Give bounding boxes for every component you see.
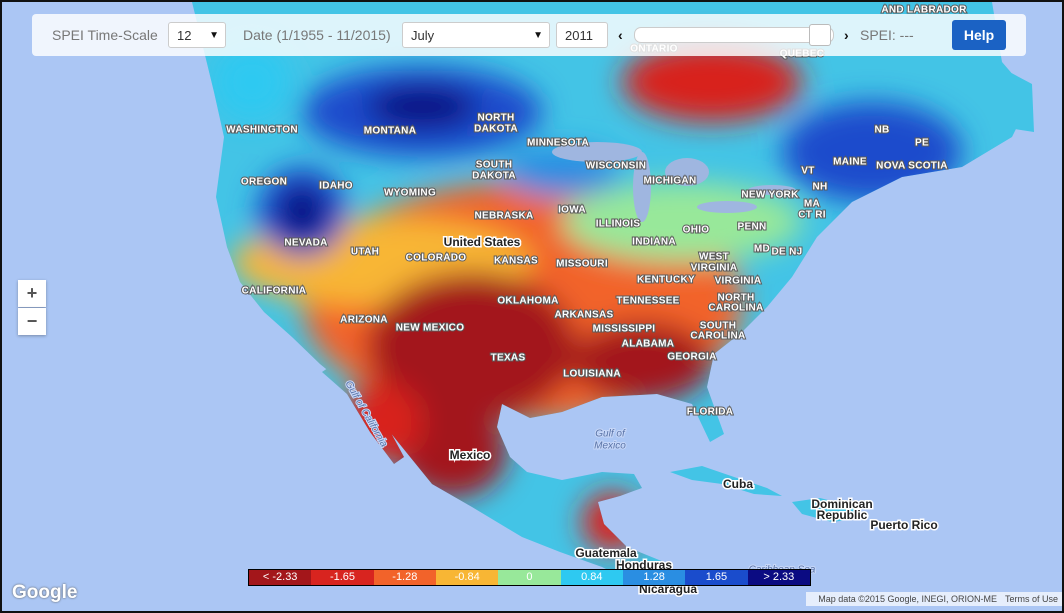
control-bar: SPEI Time-Scale 12 ▼ Date (1/1955 - 11/20… <box>32 14 1026 56</box>
state-label: KENTUCKY <box>637 275 695 286</box>
state-label: NEW YORK <box>741 190 799 201</box>
attribution-text: Map data ©2015 Google, INEGI, ORION-ME <box>818 594 997 604</box>
zoom-out[interactable]: − <box>18 308 46 335</box>
legend-swatch: -1.65 <box>311 570 374 585</box>
state-label: DAKOTA <box>474 124 518 135</box>
state-label: NH <box>812 182 827 193</box>
state-label: NB <box>874 125 889 136</box>
water-label: Gulf of <box>595 429 626 440</box>
state-label: LOUISIANA <box>563 369 621 380</box>
state-label: INDIANA <box>632 237 676 248</box>
year-value: 2011 <box>565 28 593 43</box>
legend-swatch: 0 <box>498 570 561 585</box>
state-label: NORTH <box>717 293 754 304</box>
state-label: WYOMING <box>384 188 436 199</box>
state-label: CALIFORNIA <box>242 286 307 297</box>
state-label: ARIZONA <box>340 315 388 326</box>
state-label: VT <box>801 166 814 177</box>
state-label: DAKOTA <box>472 171 516 182</box>
legend-swatch: > 2.33 <box>747 570 810 585</box>
country-label: Cuba <box>723 477 753 491</box>
state-label: OREGON <box>241 177 287 188</box>
terms-link[interactable]: Terms of Use <box>1004 594 1058 604</box>
state-label: SOUTH <box>476 160 513 171</box>
great-lakes <box>552 142 796 222</box>
legend-swatch: 1.65 <box>685 570 748 585</box>
state-label: CT RI <box>798 210 826 221</box>
state-label: NEBRASKA <box>474 211 533 222</box>
google-logo: Google <box>12 582 78 603</box>
state-label: MD <box>754 244 770 255</box>
state-label: CAROLINA <box>708 303 763 314</box>
state-label: MISSOURI <box>556 259 608 270</box>
legend-swatch: 0.84 <box>560 570 623 585</box>
date-label: Date (1/1955 - 11/2015) <box>243 27 391 43</box>
state-label: MAINE <box>833 157 867 168</box>
help-button[interactable]: Help <box>952 20 1006 50</box>
state-label: ALABAMA <box>622 339 675 350</box>
prev-button[interactable]: ‹ <box>618 27 623 43</box>
timescale-value: 12 <box>177 28 192 43</box>
state-label: OKLAHOMA <box>497 296 558 307</box>
country-label: Republic <box>817 508 868 522</box>
zoom-in[interactable]: + <box>18 280 46 307</box>
month-value: July <box>411 28 435 43</box>
state-label: MISSISSIPPI <box>593 324 656 335</box>
country-label: Dominican <box>811 497 872 511</box>
state-label: KANSAS <box>494 256 538 267</box>
state-label: ARKANSAS <box>554 310 613 321</box>
state-label: MICHIGAN <box>644 176 697 187</box>
year-slider[interactable] <box>634 24 834 46</box>
timescale-label: SPEI Time-Scale <box>52 27 158 43</box>
legend-swatch: -1.28 <box>373 570 436 585</box>
next-button[interactable]: › <box>844 27 849 43</box>
legend-swatch: < -2.33 <box>249 570 312 585</box>
legend-swatch: 1.28 <box>622 570 686 585</box>
state-label: VIRGINIA <box>715 276 762 287</box>
state-label: GEORGIA <box>667 352 716 363</box>
state-label: WEST <box>699 252 729 263</box>
state-label: NORTH <box>477 113 514 124</box>
legend: < -2.33 -1.65 -1.28 -0.84 0 0.84 1.28 1.65 > 2.3… <box>248 569 811 586</box>
state-label: WASHINGTON <box>226 125 298 136</box>
spei-readout: SPEI: --- <box>860 27 914 43</box>
state-label: IOWA <box>558 205 586 216</box>
year-input[interactable]: 2011 <box>556 22 608 48</box>
state-label: WISCONSIN <box>586 161 646 172</box>
state-label: PE <box>915 138 929 149</box>
state-label: TENNESSEE <box>616 296 679 307</box>
state-label: NOVA SCOTIA <box>876 161 948 172</box>
state-label: MONTANA <box>364 126 416 137</box>
state-label: COLORADO <box>406 253 467 264</box>
state-label: SOUTH <box>700 321 737 332</box>
state-label: MA <box>804 199 820 210</box>
map-labels: AND LABRADORONTARIOQUEBECWASHINGTONMONTA… <box>225 4 968 598</box>
timescale-select[interactable]: 12 ▼ <box>168 22 226 48</box>
water-label: Mexico <box>594 441 626 452</box>
month-select[interactable]: July ▼ <box>402 22 550 48</box>
state-label: UTAH <box>351 247 379 258</box>
state-label: NEW MEXICO <box>396 323 465 334</box>
state-label: PENN <box>738 222 767 233</box>
state-label: NEVADA <box>284 238 327 249</box>
slider-handle[interactable] <box>809 24 831 46</box>
legend-swatch: -0.84 <box>435 570 499 585</box>
state-label: CAROLINA <box>690 331 745 342</box>
attribution: Map data ©2015 Google, INEGI, ORION-ME Te… <box>806 592 1062 606</box>
state-label: ILLINOIS <box>596 219 641 230</box>
state-label: FLORIDA <box>687 407 734 418</box>
state-label: VIRGINIA <box>691 263 738 274</box>
state-label: IDAHO <box>319 181 353 192</box>
state-label: AND LABRADOR <box>881 5 967 16</box>
country-label: Mexico <box>450 448 491 462</box>
country-label: Puerto Rico <box>870 518 937 532</box>
state-label: MINNESOTA <box>527 138 589 149</box>
state-label: OHIO <box>683 225 710 236</box>
state-label: DE NJ <box>772 247 803 258</box>
country-label: Guatemala <box>575 546 637 560</box>
country-label: United States <box>444 235 521 249</box>
state-label: TEXAS <box>491 353 526 364</box>
